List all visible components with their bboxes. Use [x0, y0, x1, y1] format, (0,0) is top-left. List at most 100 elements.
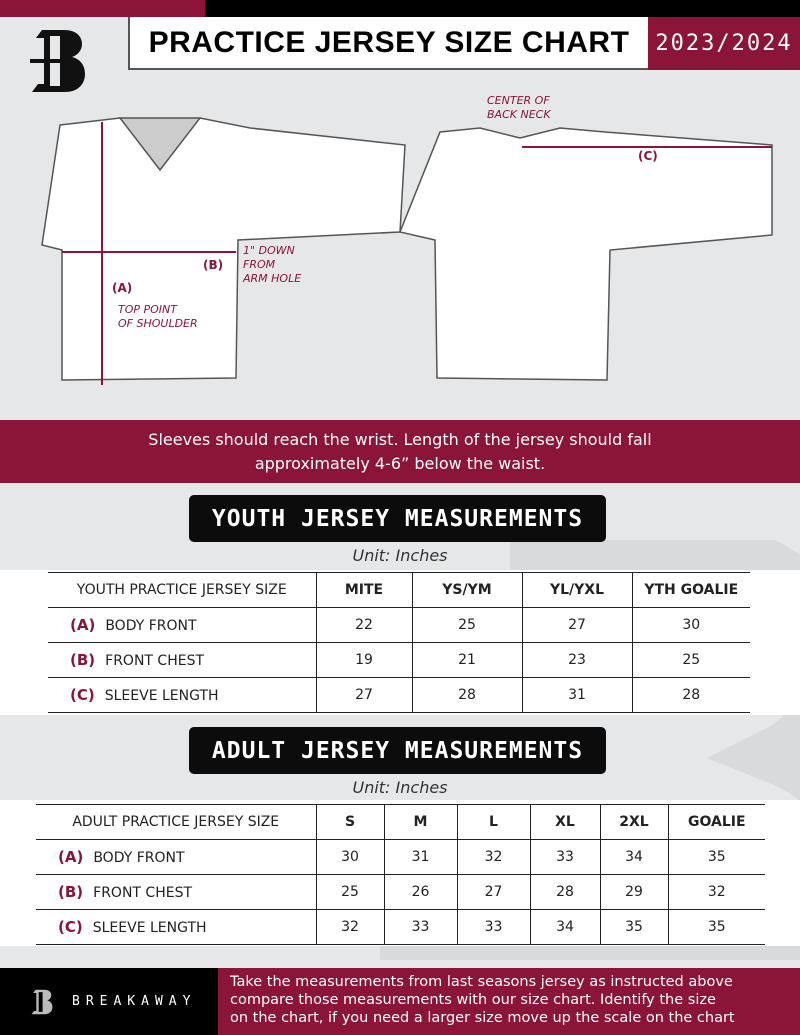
measurement-name: BODY FRONT: [105, 618, 197, 634]
column-header: 2XL: [599, 804, 668, 840]
table-cell: 19: [315, 642, 412, 678]
youth-unit: Unit: Inches: [352, 546, 448, 565]
column-header: S: [315, 804, 384, 840]
column-header: M: [383, 804, 457, 840]
table-cell: 32: [315, 909, 384, 945]
column-header: GOALIE: [667, 804, 765, 840]
table-row: (C) SLEEVE LENGTH 27 28 31 28: [48, 677, 750, 713]
table-cell: 33: [383, 909, 457, 945]
table-cell: 30: [315, 839, 384, 875]
row-label: (C) SLEEVE LENGTH: [48, 677, 316, 713]
table-cell: 33: [456, 909, 530, 945]
measurement-code: (A): [70, 616, 96, 634]
table-cell: 27: [315, 677, 412, 713]
note-line: CENTER OF: [487, 94, 550, 107]
table-cell: 26: [383, 874, 457, 910]
table-cell: 21: [411, 642, 522, 678]
column-header: XL: [529, 804, 600, 840]
measurement-name: FRONT CHEST: [93, 885, 193, 901]
table-cell: 27: [521, 607, 632, 643]
note-line: TOP POINT: [118, 303, 177, 316]
measurement-code: (B): [70, 651, 96, 669]
footer-line: Take the measurements from last seasons …: [230, 974, 733, 990]
note-line: FROM: [243, 258, 276, 271]
label-b: (B): [203, 258, 224, 272]
brand-name: BREAKAWAY: [72, 994, 197, 1009]
breakaway-logo: [30, 30, 85, 92]
column-header: YL/YXL: [521, 572, 632, 608]
label-c: (C): [638, 149, 658, 163]
youth-section-title: YOUTH JERSEY MEASUREMENTS: [189, 495, 606, 542]
table-row: (C) SLEEVE LENGTH 32 33 33 34 35 35: [36, 909, 765, 945]
measurement-name: FRONT CHEST: [105, 653, 205, 669]
note-line: 1" DOWN: [243, 244, 295, 257]
row-label: (C) SLEEVE LENGTH: [36, 909, 316, 945]
note-c: CENTER OF BACK NECK: [487, 94, 551, 122]
row-label: (A) BODY FRONT: [48, 607, 316, 643]
row-label: (B) FRONT CHEST: [36, 874, 316, 910]
back-jersey: [398, 127, 773, 381]
table-cell: 25: [631, 642, 750, 678]
table-cell: 28: [631, 677, 750, 713]
table-row: (A) BODY FRONT 22 25 27 30: [48, 607, 750, 643]
column-header: YS/YM: [411, 572, 522, 608]
table-cell: 33: [529, 839, 600, 875]
table-cell: 31: [383, 839, 457, 875]
table-row: (B) FRONT CHEST 19 21 23 25: [48, 642, 750, 678]
measurement-code: (C): [58, 918, 83, 936]
measurement-code: (C): [70, 686, 95, 704]
table-cell: 29: [599, 874, 668, 910]
front-jersey: [41, 117, 406, 381]
note-line: BACK NECK: [487, 108, 551, 121]
instructions-band: Sleeves should reach the wrist. Length o…: [0, 420, 800, 483]
measurement-name: SLEEVE LENGTH: [104, 688, 219, 704]
adult-section-title: ADULT JERSEY MEASUREMENTS: [189, 727, 606, 774]
table-cell: 32: [667, 874, 765, 910]
table-cell: 28: [411, 677, 522, 713]
measurement-code: (B): [58, 883, 84, 901]
measurement-code: (A): [58, 848, 84, 866]
footer-line: on the chart, if you need a larger size …: [230, 1010, 735, 1026]
measurement-name: BODY FRONT: [93, 850, 185, 866]
table-cell: 34: [529, 909, 600, 945]
page-title: PRACTICE JERSEY SIZE CHART: [128, 17, 648, 70]
season-badge: 2023/2024: [648, 17, 800, 70]
row-label: (B) FRONT CHEST: [48, 642, 316, 678]
top-accent-bar: [0, 0, 205, 17]
breakaway-logo-small: [31, 989, 53, 1014]
label-a: (A): [112, 281, 133, 295]
footer-brand: BREAKAWAY: [0, 968, 218, 1035]
column-header: YOUTH PRACTICE JERSEY SIZE: [48, 572, 316, 608]
table-row: (A) BODY FRONT 30 31 32 33 34 35: [36, 839, 765, 875]
instruction-line: approximately 4-6” below the waist.: [254, 454, 546, 473]
measurement-name: SLEEVE LENGTH: [92, 920, 207, 936]
adult-unit: Unit: Inches: [352, 778, 448, 797]
table-cell: 35: [667, 909, 765, 945]
table-cell: 35: [599, 909, 668, 945]
table-cell: 28: [529, 874, 600, 910]
table-cell: 34: [599, 839, 668, 875]
note-a: TOP POINT OF SHOULDER: [118, 303, 198, 331]
column-header: ADULT PRACTICE JERSEY SIZE: [36, 804, 316, 840]
table-cell: 32: [456, 839, 530, 875]
jersey-diagram: [41, 117, 773, 385]
column-header: MITE: [315, 572, 412, 608]
table-header-row: ADULT PRACTICE JERSEY SIZE S M L XL 2XL GOALIE: [36, 804, 765, 840]
table-cell: 30: [631, 607, 750, 643]
table-cell: 35: [667, 839, 765, 875]
table-cell: 25: [411, 607, 522, 643]
row-label: (A) BODY FRONT: [36, 839, 316, 875]
top-black-bar: [205, 0, 800, 17]
table-header-row: YOUTH PRACTICE JERSEY SIZE MITE YS/YM YL/YX…: [48, 572, 750, 608]
table-cell: 31: [521, 677, 632, 713]
instruction-line: Sleeves should reach the wrist. Length o…: [148, 430, 652, 449]
table-cell: 22: [315, 607, 412, 643]
note-line: OF SHOULDER: [118, 317, 198, 330]
youth-size-table: YOUTH PRACTICE JERSEY SIZE MITE YS/YM YL/YX…: [48, 572, 750, 713]
table-cell: 25: [315, 874, 384, 910]
watermark-logo: [380, 540, 800, 960]
column-header: YTH GOALIE: [631, 572, 750, 608]
footer-instructions: Take the measurements from last seasons …: [218, 968, 800, 1035]
table-row: (B) FRONT CHEST 25 26 27 28 29 32: [36, 874, 765, 910]
adult-size-table: ADULT PRACTICE JERSEY SIZE S M L XL 2XL GOALIE…: [36, 804, 765, 945]
